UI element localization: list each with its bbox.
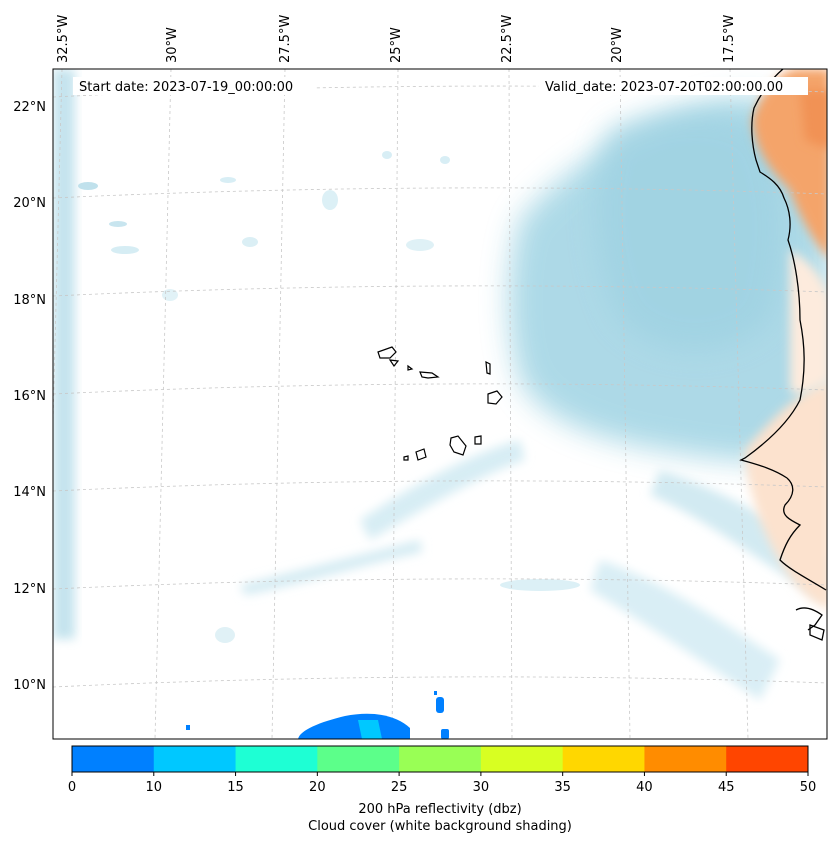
longitude-labels: 32.5°W 30°W 27.5°W 25°W 22.5°W 20°W 17.5… [56,15,737,63]
colorbar-segment [726,746,809,772]
colorbar-segment [235,746,318,772]
reflectivity-blobs [186,691,449,739]
colorbar-segment [72,746,155,772]
lat-label: 14°N [13,485,46,500]
cape-verde-islands [377,346,503,461]
valid-date-annotation: Valid_date: 2023-07-20T02:00:00.00 [539,77,808,95]
colorbar-segment [153,746,237,772]
colorbar-tick-label: 20 [309,780,326,795]
colorbar-segment [644,746,727,772]
colorbar-segment [480,746,564,772]
lat-label: 18°N [13,293,46,308]
cloud-cover-shading [53,69,827,700]
valid-date-text: Valid_date: 2023-07-20T02:00:00.00 [545,80,783,95]
colorbar-tick-label: 35 [554,780,571,795]
colorbar-tick-label: 10 [146,780,163,795]
lon-label: 32.5°W [56,15,71,63]
lon-label: 20°W [610,27,625,63]
colorbar-label-line1: 200 hPa reflectivity (dbz) [358,802,521,817]
start-date-annotation: Start date: 2023-07-19_00:00:00 [73,77,315,95]
lon-label: 17.5°W [722,15,737,63]
start-date-text: Start date: 2023-07-19_00:00:00 [79,80,293,95]
lon-label: 27.5°W [278,15,293,63]
colorbar-tick-label: 50 [800,780,817,795]
land-warm-shading [745,69,827,609]
colorbar-frame [71,745,809,773]
lon-label: 25°W [389,27,404,63]
colorbar-segment [562,746,645,772]
colorbar: 0 10 15 20 25 30 35 40 45 50 [68,745,817,795]
map-content [53,69,827,739]
lon-label: 22.5°W [500,15,515,63]
colorbar-segment [317,746,400,772]
latitude-labels: 22°N 20°N 18°N 16°N 14°N 12°N 10°N [13,100,46,693]
colorbar-tick-label: 30 [473,780,490,795]
colorbar-tick-label: 15 [227,780,244,795]
lat-label: 12°N [13,582,46,597]
coastline [739,69,827,641]
colorbar-label-line2: Cloud cover (white background shading) [308,819,572,834]
colorbar-tick-label: 45 [718,780,735,795]
colorbar-segment [399,746,482,772]
lat-label: 10°N [13,678,46,693]
colorbar-tick-label: 0 [68,780,76,795]
lat-label: 22°N [13,100,46,115]
colorbar-tick-label: 25 [391,780,408,795]
lon-label: 30°W [165,27,180,63]
lat-label: 20°N [13,196,46,211]
colorbar-tick-label: 40 [636,780,653,795]
lat-label: 16°N [13,389,46,404]
map-frame [52,68,828,740]
